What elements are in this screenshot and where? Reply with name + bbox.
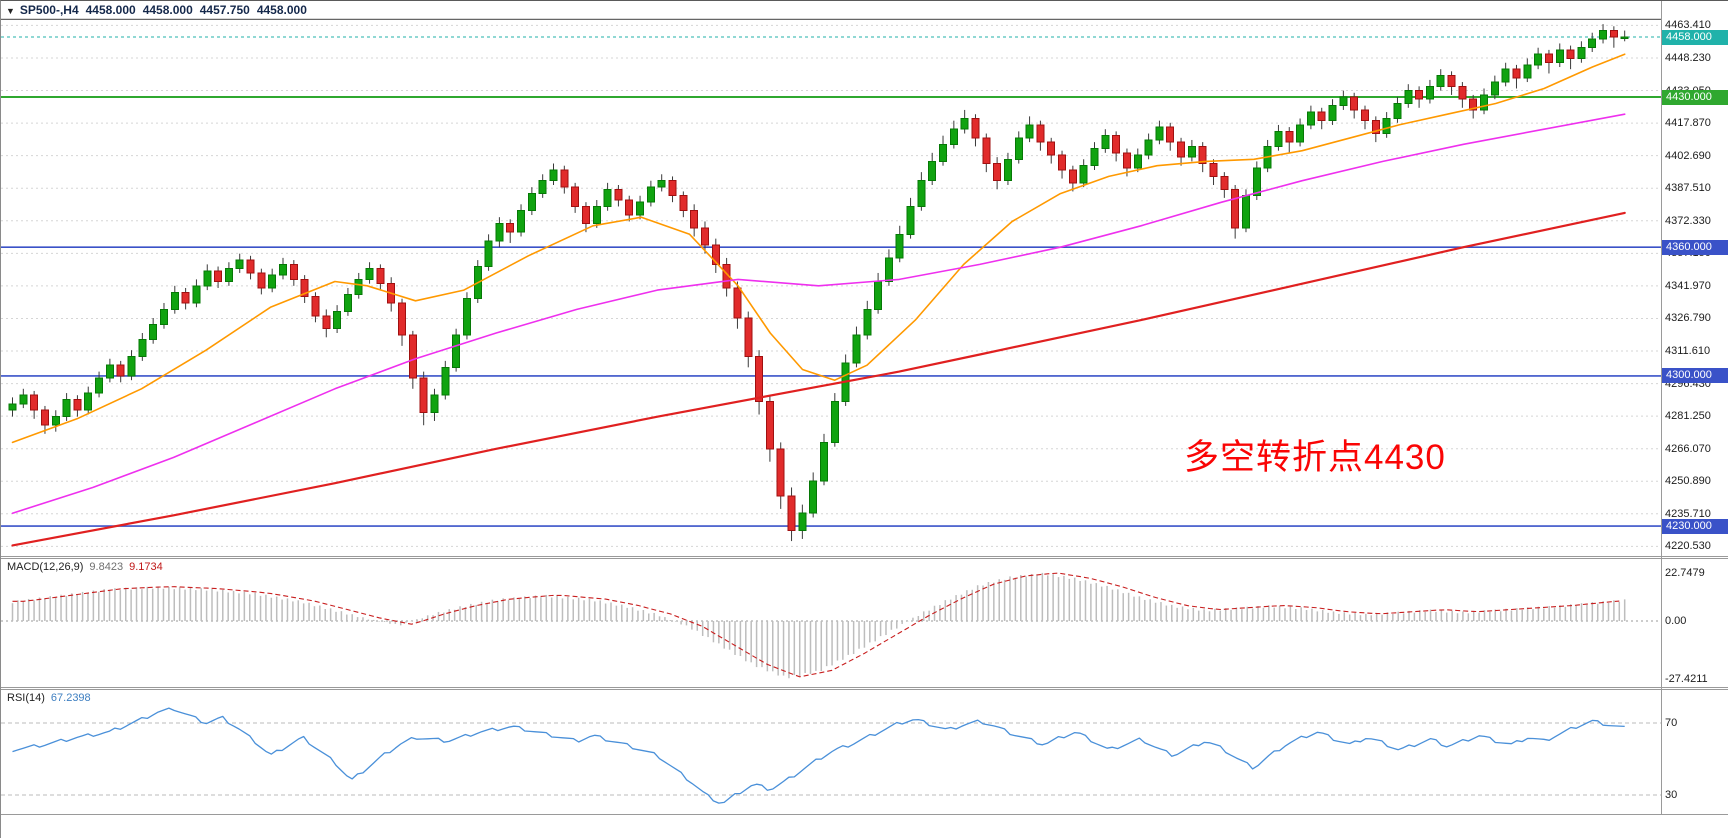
quote-close: 4458.000 [256, 3, 307, 17]
macd-name: MACD(12,26,9) [7, 561, 84, 573]
time-scale-axis[interactable]: 29 Jun 202130 Jun 20:002 Jul 04:005 Jul … [1, 814, 1728, 838]
symbol-period-label: SP500-,H4 [19, 3, 79, 17]
hline-price-badge: 4230.000 [1662, 518, 1728, 534]
price-tick-label: 4402.690 [1665, 149, 1711, 162]
rsi-name: RSI(14) [7, 692, 45, 704]
price-tick-label: 4220.530 [1665, 540, 1711, 553]
horizontal-lines-layer [1, 18, 1661, 527]
macd-tick-label: -27.4211 [1665, 672, 1708, 685]
macd-main-value: 9.8423 [89, 561, 124, 573]
quote-low: 4457.750 [199, 3, 250, 17]
symbol-dropdown-icon[interactable]: ▼ [6, 6, 15, 16]
rsi-indicator-label: RSI(14) 67.2398 [7, 692, 91, 704]
rsi-value: 67.2398 [50, 692, 91, 704]
moving-averages-layer [11, 53, 1626, 547]
rsi-level-label: 30 [1665, 789, 1678, 801]
rsi-pane-layer [1, 707, 1661, 804]
price-tick-label: 4387.510 [1665, 182, 1711, 195]
price-tick-label: 4266.070 [1665, 442, 1711, 455]
rsi-level-label: 70 [1665, 717, 1678, 729]
price-tick-label: 4372.330 [1665, 214, 1711, 227]
price-tick-label: 4311.610 [1665, 345, 1711, 357]
price-tick-label: 4235.710 [1665, 507, 1711, 520]
pane-frame-layer [1, 1, 1728, 815]
macd-tick-label: 22.7479 [1665, 567, 1705, 580]
candles-layer [8, 24, 1629, 542]
hline-price-badge: 4360.000 [1662, 239, 1728, 255]
price-tick-label: 4341.970 [1665, 279, 1711, 292]
macd-indicator-label: MACD(12,26,9) 9.8423 9.1734 [7, 561, 163, 573]
chart-text-annotation[interactable]: 多空转折点4430 [1184, 438, 1446, 477]
hline-price-badge: 4430.000 [1662, 89, 1728, 105]
quote-high: 4458.000 [142, 3, 193, 17]
hline-price-badge: 4300.000 [1662, 368, 1728, 384]
quote-open: 4458.000 [85, 3, 136, 17]
price-scale-axis[interactable]: 4463.4104448.2304433.0504417.8704402.690… [1661, 1, 1728, 814]
price-tick-label: 4417.870 [1665, 117, 1711, 130]
price-tick-label: 4463.410 [1665, 19, 1711, 32]
price-tick-label: 4281.250 [1665, 410, 1711, 423]
macd-pane-layer [1, 572, 1661, 679]
macd-tick-label: 0.00 [1665, 615, 1687, 627]
price-tick-label: 4326.790 [1665, 312, 1711, 325]
price-tick-label: 4448.230 [1665, 51, 1711, 64]
symbol-info-bar: ▼ SP500-,H4 4458.000 4458.000 4457.750 4458.0… [6, 3, 307, 17]
current-price-badge: 4458.000 [1662, 29, 1728, 45]
price-tick-label: 4250.890 [1665, 475, 1711, 488]
macd-signal-value: 9.1734 [129, 561, 163, 573]
